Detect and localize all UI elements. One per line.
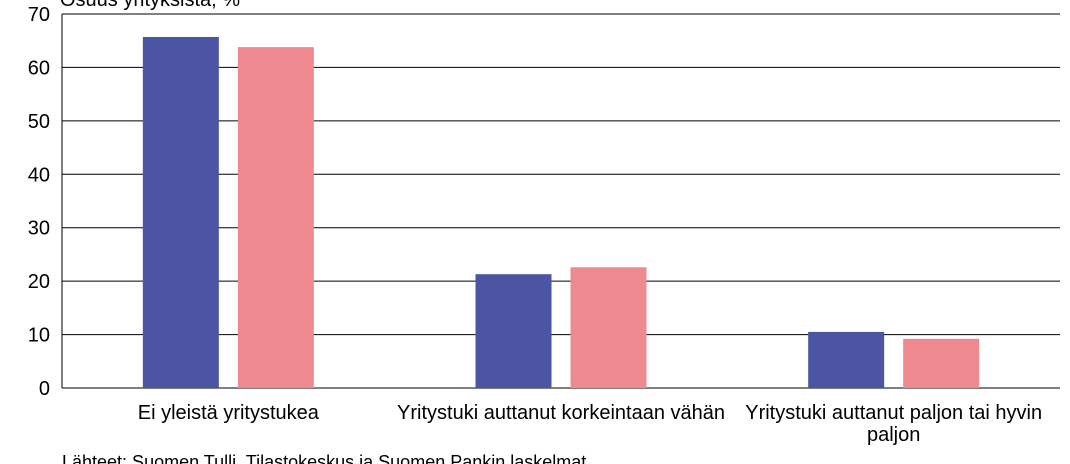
- y-axis-label: Osuus yrityksistä, %: [60, 0, 240, 11]
- x-tick-label: Yritystuki auttanut paljon tai hyvin pal…: [745, 402, 1043, 446]
- bar: [808, 331, 885, 388]
- y-tick-label: 60: [28, 57, 50, 79]
- x-tick-label: Yritystuki auttanut korkeintaan vähän: [397, 402, 725, 424]
- bar: [903, 338, 980, 388]
- y-tick-label: 20: [28, 271, 50, 293]
- x-tick-label: Ei yleistä yritystukea: [137, 402, 319, 424]
- bar: [570, 267, 647, 388]
- bar: [475, 274, 552, 388]
- y-tick-label: 10: [28, 325, 50, 347]
- bar: [237, 47, 314, 389]
- y-tick-label: 70: [28, 4, 50, 26]
- y-tick-label: 40: [28, 164, 50, 186]
- bar: [142, 36, 219, 389]
- y-tick-label: 0: [39, 378, 50, 400]
- y-tick-label: 30: [28, 218, 50, 240]
- y-tick-label: 50: [28, 111, 50, 133]
- source-note: Lähteet: Suomen Tulli, Tilastokeskus ja …: [62, 452, 587, 464]
